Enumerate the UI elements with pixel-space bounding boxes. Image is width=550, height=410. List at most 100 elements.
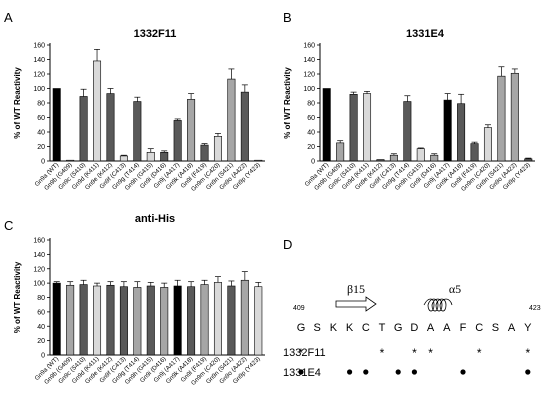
end-residue-number: 423: [529, 305, 541, 312]
bar: [133, 287, 142, 356]
chart-title: 1332F11: [134, 28, 177, 40]
bar: [173, 285, 182, 356]
y-tick-label: 120: [303, 72, 315, 79]
y-tick-label: 100: [303, 86, 315, 93]
y-tick-label: 0: [41, 353, 45, 360]
bar: [457, 103, 466, 162]
alpha-helix-coil: [423, 298, 453, 312]
bar: [66, 284, 75, 356]
sequence-residue: G: [297, 322, 306, 334]
y-tick-label: 20: [37, 144, 45, 151]
bar: [160, 287, 169, 356]
bar: [497, 75, 506, 162]
y-tick-label: 40: [37, 130, 45, 137]
sequence-residue: A: [427, 322, 435, 334]
bar: [240, 91, 249, 162]
y-tick-label: 40: [307, 130, 315, 137]
bar: [52, 88, 61, 162]
contact-asterisk: *: [428, 346, 433, 360]
bar: [200, 284, 209, 356]
bar: [93, 60, 102, 162]
bar: [119, 286, 128, 356]
bar: [213, 136, 222, 162]
bar: [389, 154, 398, 162]
bar: [524, 158, 533, 162]
bar: [79, 284, 88, 356]
contact-dot: [298, 369, 304, 375]
bar: [52, 282, 61, 356]
bar: [93, 285, 102, 356]
chart-title: 1331E4: [406, 28, 445, 40]
contact-dot: [460, 369, 466, 375]
y-tick-label: 60: [307, 115, 315, 122]
sequence-residue: G: [394, 322, 403, 334]
bar: [403, 101, 412, 162]
contact-asterisk: *: [412, 346, 417, 360]
bar: [470, 143, 479, 162]
contact-dot: [525, 369, 531, 375]
y-tick-label: 60: [37, 115, 45, 122]
sequence-residue: C: [475, 322, 483, 334]
y-tick-label: 60: [37, 309, 45, 316]
bar: [187, 286, 196, 356]
contact-dot: [347, 369, 353, 375]
y-tick-label: 100: [33, 281, 45, 288]
sequence-residue: Y: [524, 322, 532, 334]
bar: [510, 72, 519, 162]
bar: [187, 99, 196, 162]
y-tick-label: 0: [311, 159, 315, 166]
bar: [200, 144, 209, 162]
bar: [146, 152, 155, 162]
contact-asterisk: *: [525, 346, 530, 360]
y-axis-label: % of WT Reactivity: [283, 67, 292, 139]
contact-dot: [363, 369, 369, 375]
bar: [106, 93, 115, 162]
contact-dot: [411, 369, 417, 375]
bar: [443, 99, 452, 162]
bar: [483, 127, 492, 162]
bar: [254, 286, 263, 356]
y-tick-label: 140: [33, 252, 45, 259]
bar: [227, 285, 236, 356]
bar: [416, 148, 425, 162]
y-tick-label: 20: [37, 338, 45, 345]
panel-label-b: B: [283, 10, 292, 25]
strand-label: β15: [347, 282, 365, 296]
bar: [227, 78, 236, 162]
bar: [240, 279, 249, 356]
sequence-residue: K: [346, 322, 354, 334]
contact-dot: [395, 369, 401, 375]
bar: [363, 93, 372, 162]
bar: [133, 101, 142, 162]
sequence-residue: D: [410, 322, 418, 334]
contact-asterisk: *: [299, 346, 304, 360]
bar: [146, 285, 155, 356]
bar: [430, 154, 439, 162]
bar: [213, 282, 222, 356]
sequence-residue: A: [443, 322, 451, 334]
beta-strand-arrow: [335, 296, 377, 312]
chart-panel-a: 1332F11 % of WT Reactivity 0 20 40 60 80 100 1…: [13, 28, 265, 193]
start-residue-number: 409: [293, 305, 305, 312]
chart-panel-b: 1331E4 % of WT Reactivity 0 20 40 60 80 100 12…: [283, 28, 535, 193]
bar: [66, 159, 75, 162]
y-tick-label: 120: [33, 266, 45, 273]
panel-label-a: A: [4, 10, 13, 25]
sequence-residue: T: [379, 322, 386, 334]
y-tick-label: 0: [41, 159, 45, 166]
contact-asterisk: *: [380, 346, 385, 360]
bar: [376, 159, 385, 162]
helix-label: α5: [449, 282, 461, 296]
sequence-residue: S: [492, 322, 499, 334]
y-tick-label: 120: [33, 72, 45, 79]
bar: [119, 155, 128, 162]
epitope-row-label: 1332F11: [283, 347, 326, 359]
contact-asterisk: *: [477, 346, 482, 360]
y-axis-label: % of WT Reactivity: [13, 261, 22, 333]
y-tick-label: 40: [37, 324, 45, 331]
y-tick-label: 160: [33, 43, 45, 50]
y-tick-label: 100: [33, 86, 45, 93]
panel-label-c: C: [4, 218, 13, 233]
chart-panel-c: anti-His % of WT Reactivity 0 20 40 60 80 100…: [13, 213, 265, 387]
